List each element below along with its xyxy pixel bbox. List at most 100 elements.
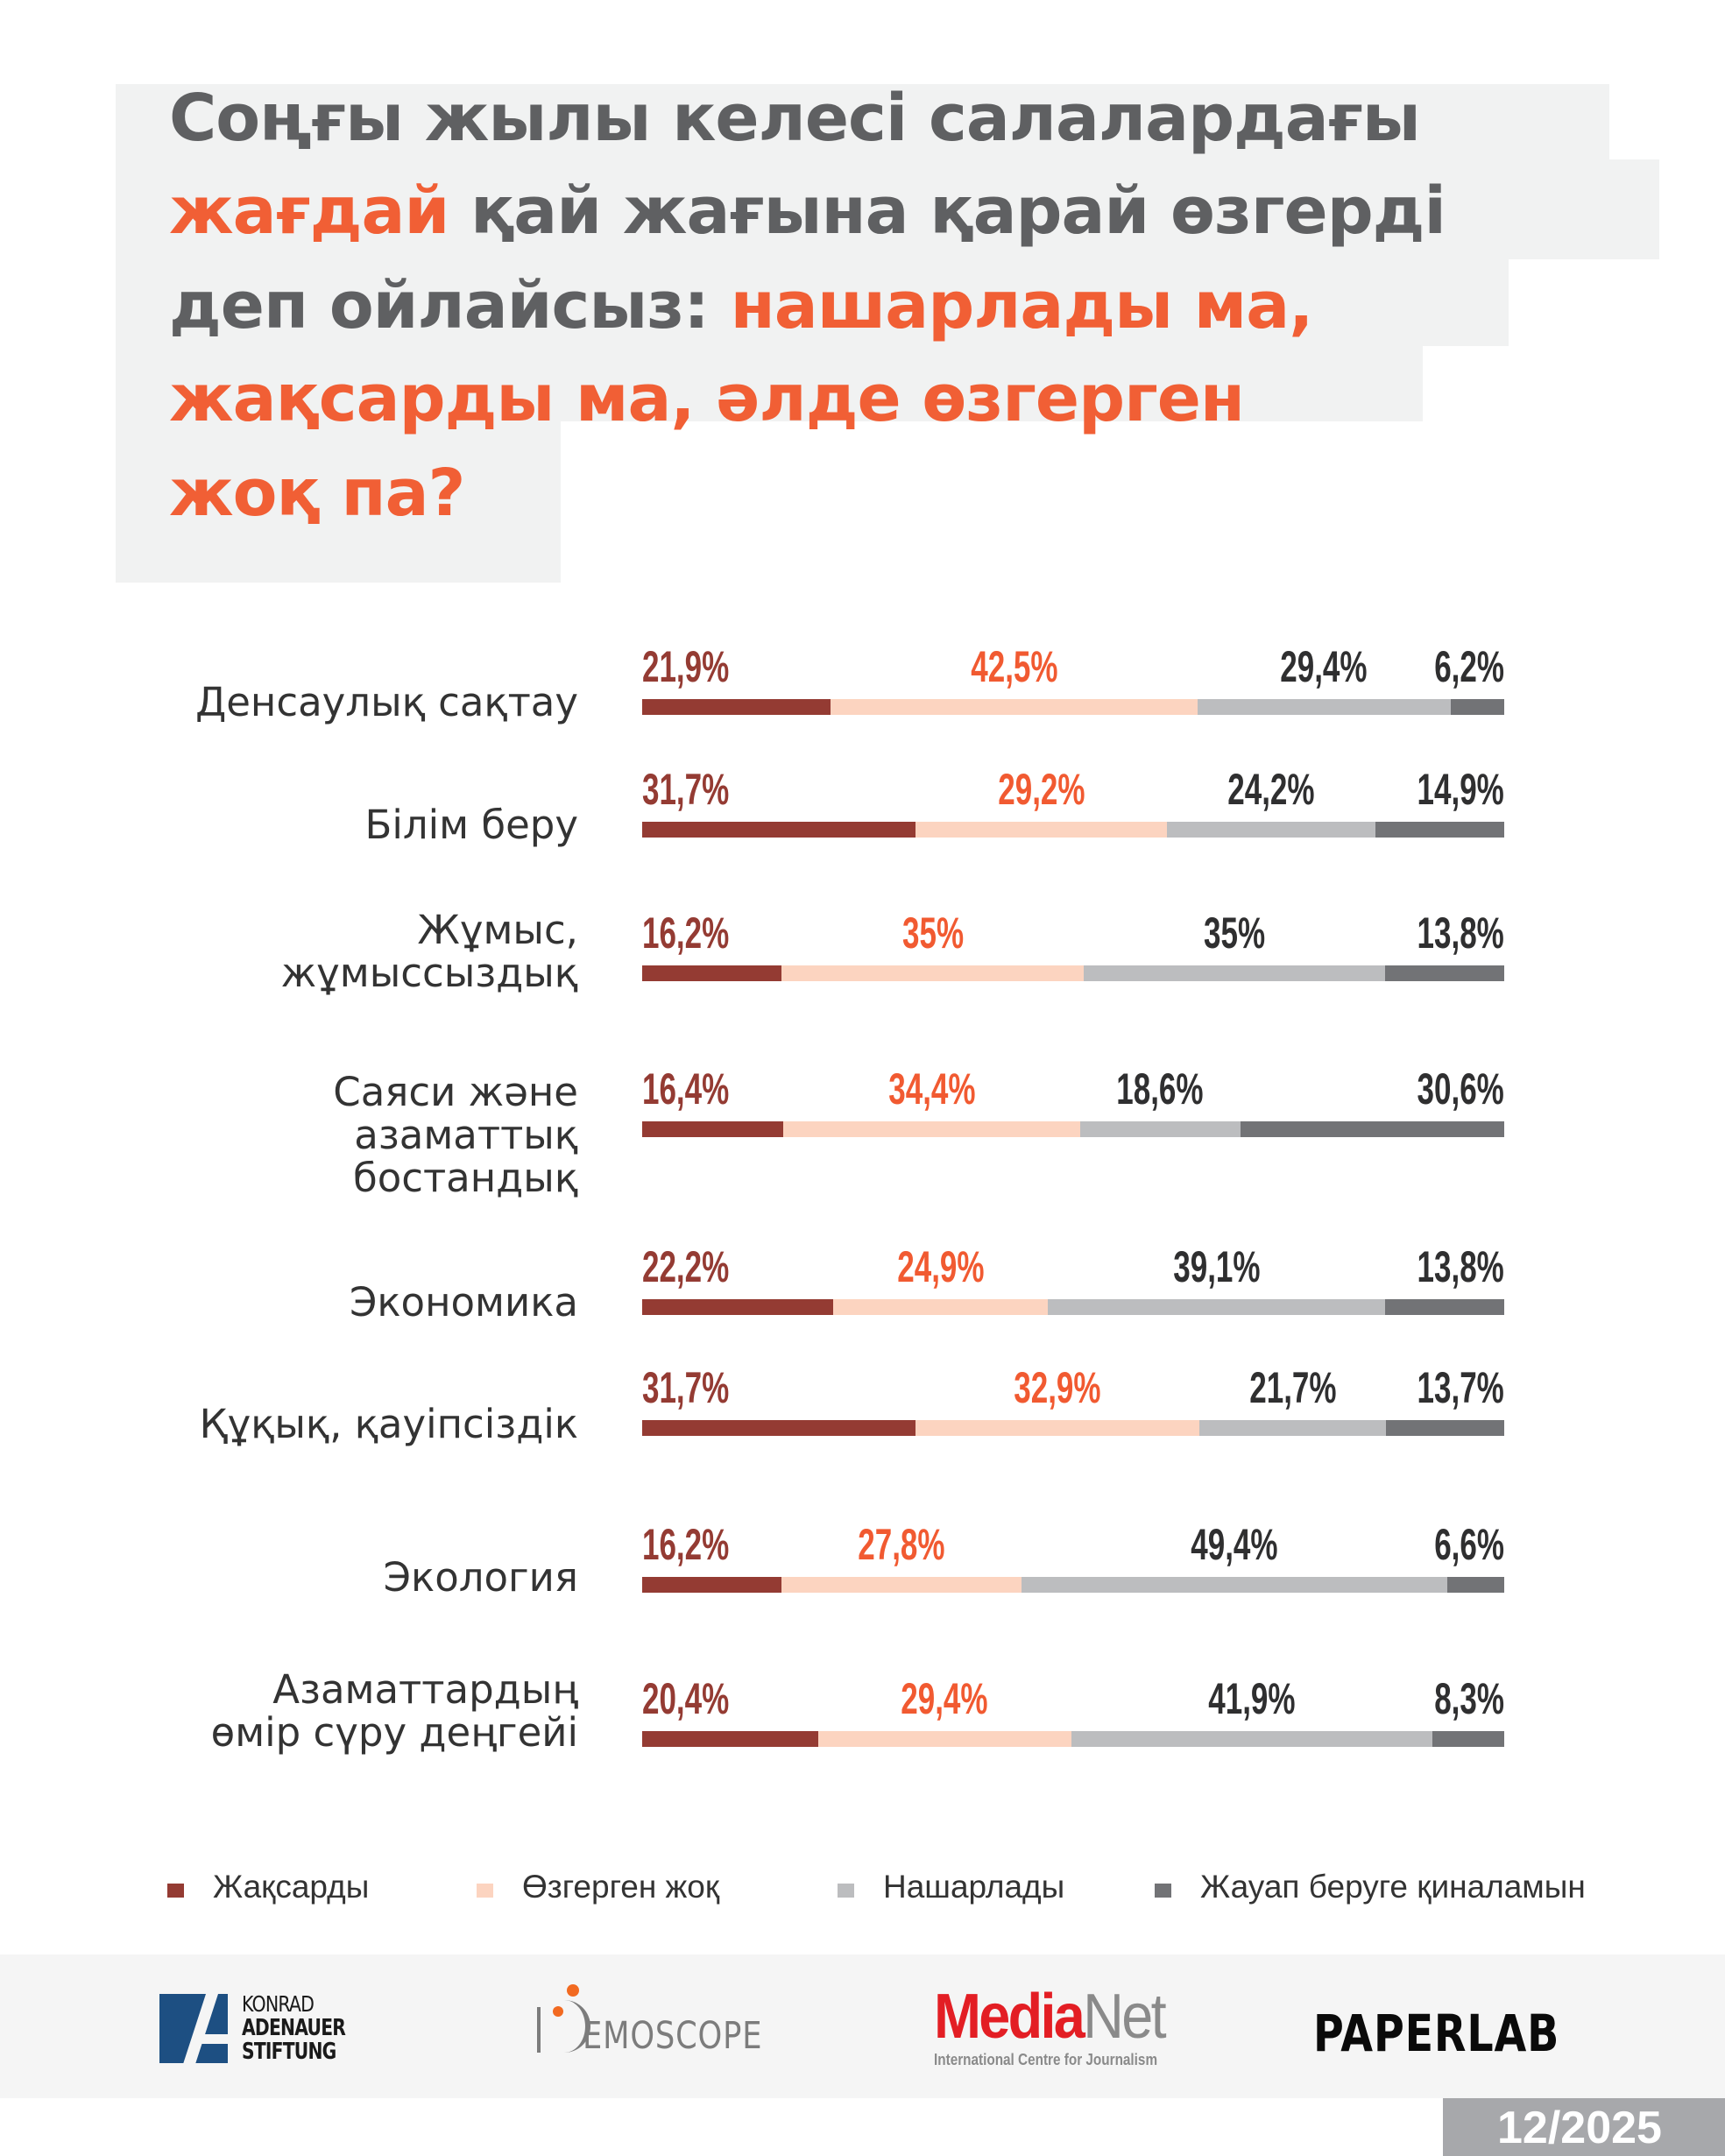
value-label: 32,9%	[970, 1363, 1145, 1412]
value-label: 22,2%	[642, 1242, 767, 1291]
value-label-text: 29,2%	[997, 765, 1085, 814]
category-label-line: бостандық	[352, 1155, 578, 1201]
value-label-text: 21,9%	[642, 642, 730, 691]
value-label-text: 13,8%	[1417, 1242, 1504, 1291]
legend-label: Жауап беруге қиналамын	[1200, 1869, 1586, 1905]
value-label: 16,2%	[642, 908, 767, 958]
title-bg-line-1	[116, 84, 1609, 159]
value-label: 13,8%	[1380, 908, 1504, 958]
medianet-wordmark: MediaNet	[934, 1985, 1167, 2048]
segment-worsened	[1198, 1420, 1387, 1436]
stacked-bar	[642, 1121, 1504, 1137]
value-label-text: 18,6%	[1116, 1064, 1204, 1113]
title-text: деп ойлайсыз:	[169, 268, 731, 343]
segment-worsened	[1167, 822, 1376, 838]
value-label: 6,2%	[1404, 642, 1504, 691]
segment-hard-to-answer	[1450, 699, 1504, 715]
demoscope-d-stem	[537, 2007, 541, 2053]
value-label: 30,6%	[1380, 1064, 1504, 1113]
value-label: 16,4%	[642, 1064, 767, 1113]
title-highlight: нашарлады ма,	[730, 268, 1314, 343]
value-label-text: 32,9%	[1014, 1363, 1101, 1412]
category-label: Азаматтардың өмір сүру деңгейі	[88, 1668, 578, 1754]
value-label-text: 24,9%	[897, 1242, 985, 1291]
segment-improved	[642, 965, 782, 981]
value-label-text: 16,4%	[642, 1064, 730, 1113]
value-label: 24,9%	[853, 1242, 1029, 1291]
segment-hard-to-answer	[1385, 965, 1504, 981]
kas-logo-mark	[159, 1994, 228, 2063]
segment-improved	[642, 1577, 782, 1593]
stacked-bar	[642, 822, 1504, 838]
value-label-text: 30,6%	[1417, 1064, 1504, 1113]
title-bg-line-2	[116, 159, 1659, 259]
value-label-text: 6,2%	[1434, 642, 1504, 691]
segment-unchanged	[781, 965, 1084, 981]
value-label-text: 34,4%	[887, 1064, 976, 1113]
legend-swatch-icon	[477, 1884, 493, 1898]
value-label-text: 21,7%	[1248, 1363, 1337, 1412]
stacked-bar	[642, 1420, 1504, 1436]
title-bg-line-3	[116, 259, 1509, 346]
segment-unchanged	[781, 1577, 1022, 1593]
segment-unchanged	[817, 1731, 1072, 1747]
stacked-bar	[642, 699, 1504, 715]
segment-hard-to-answer	[1385, 1299, 1504, 1315]
value-label: 31,7%	[642, 1366, 767, 1410]
title-line: жоқ па?	[169, 456, 465, 531]
segment-worsened	[1048, 1299, 1386, 1315]
category-label-line: Құқық, қауіпсіздік	[199, 1401, 578, 1447]
legend-swatch-icon	[167, 1884, 184, 1898]
value-label: 18,6%	[1072, 1064, 1248, 1113]
value-label: 13,7%	[1380, 1366, 1504, 1410]
value-label-text: 42,5%	[970, 642, 1058, 691]
value-label-text: 31,7%	[642, 765, 730, 814]
value-label-text: 29,4%	[1280, 642, 1368, 691]
segment-unchanged	[783, 1121, 1080, 1137]
category-label-line: Денсаулық сақтау	[195, 679, 578, 725]
value-label: 41,9%	[1164, 1677, 1340, 1721]
value-label: 24,2%	[1184, 767, 1359, 811]
segment-hard-to-answer	[1432, 1731, 1504, 1747]
title-highlight: жақсарды ма, әлде өзгерген	[169, 361, 1245, 436]
value-label-text: 8,3%	[1434, 1674, 1504, 1723]
title-text: қай жағына қарай өзгерді	[449, 173, 1446, 249]
value-label: 29,2%	[954, 765, 1129, 814]
segment-worsened	[1083, 965, 1386, 981]
value-label: 35%	[1147, 911, 1322, 955]
legend-swatch-icon	[1155, 1884, 1171, 1898]
value-label-text: 22,2%	[642, 1242, 730, 1291]
stacked-bar	[642, 1731, 1504, 1747]
title-highlight: жағдай	[169, 173, 449, 249]
segment-hard-to-answer	[1447, 1577, 1504, 1593]
demoscope-wordmark: EMOSCOPE	[583, 2014, 763, 2058]
kas-logo-line-3: STIFTUNG	[242, 2039, 336, 2065]
value-label: 16,2%	[642, 1523, 767, 1566]
value-label-text: 16,2%	[642, 908, 730, 958]
value-label: 39,1%	[1129, 1242, 1304, 1291]
title-bg-line-5	[116, 421, 561, 583]
value-label-text: 49,4%	[1191, 1520, 1278, 1569]
stacked-bar	[642, 965, 1504, 981]
title-line: Соңғы жылы келесі салалардағы	[169, 81, 1421, 156]
value-label: 8,3%	[1404, 1674, 1504, 1723]
category-label: Денсаулық сақтау	[88, 681, 578, 724]
title-line: деп ойлайсыз: нашарлады ма,	[169, 268, 1314, 343]
value-label: 6,6%	[1404, 1523, 1504, 1566]
legend-swatch-icon	[838, 1884, 854, 1898]
title-text: Соңғы жылы келесі салалардағы	[169, 81, 1421, 156]
value-label: 20,4%	[642, 1677, 767, 1721]
category-label: Құқық, қауіпсіздік	[88, 1403, 578, 1446]
title-bg-line-4	[116, 346, 1423, 421]
category-label: Экология	[88, 1556, 578, 1599]
category-label-line: өмір сүру деңгейі	[210, 1709, 578, 1756]
segment-hard-to-answer	[1240, 1121, 1504, 1137]
value-label: 14,9%	[1380, 767, 1504, 811]
value-label-text: 27,8%	[858, 1520, 945, 1569]
value-label-text: 39,1%	[1173, 1242, 1261, 1291]
value-label-text: 16,2%	[642, 1520, 730, 1569]
category-label-line: Экология	[383, 1554, 578, 1601]
legend-label: Нашарлады	[883, 1869, 1065, 1905]
value-label-text: 13,8%	[1417, 908, 1504, 958]
medianet-media: Media	[934, 1982, 1085, 2052]
